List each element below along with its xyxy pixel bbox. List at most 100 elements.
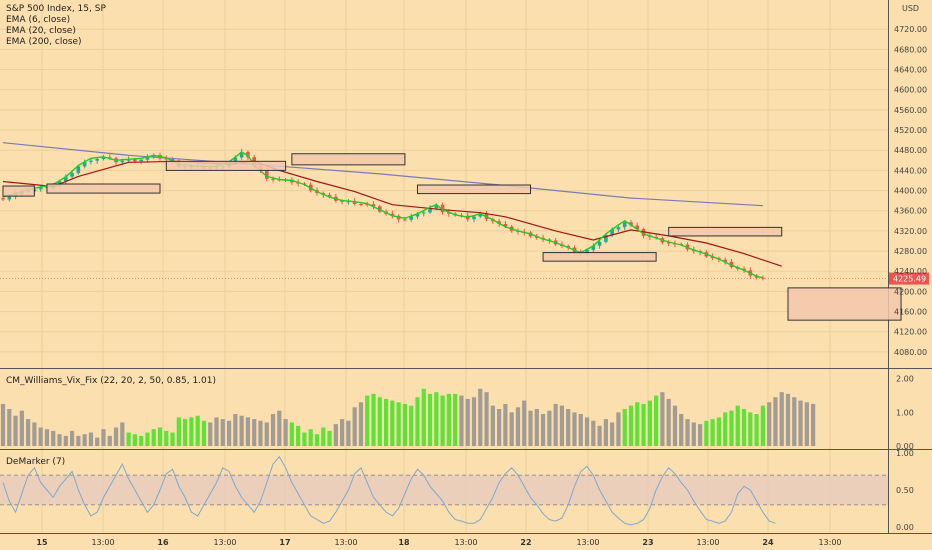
vix-bar — [534, 409, 539, 446]
demarker-line — [2, 455, 776, 526]
vix-bar — [314, 434, 320, 446]
vix-bar — [773, 397, 778, 446]
candle — [133, 159, 137, 162]
vix-bar — [679, 414, 684, 446]
vix-bar — [346, 420, 351, 446]
vix-bar — [82, 434, 87, 446]
vix-bar — [321, 427, 326, 446]
vix-tick-label: 2.00 — [896, 375, 914, 384]
candle — [70, 173, 74, 177]
candle — [233, 157, 238, 164]
candle — [428, 208, 432, 213]
time-tick-label: 22 — [520, 538, 531, 547]
candle — [365, 204, 370, 206]
vix-bar — [804, 402, 809, 446]
demarker-title[interactable]: DeMarker (7) — [6, 457, 66, 467]
vix-bar — [107, 435, 112, 446]
candle — [64, 176, 68, 182]
price-tick-label: 4200.00 — [894, 287, 927, 296]
time-tick-label: 18 — [398, 538, 410, 547]
candle — [271, 178, 275, 180]
price-tick-label: 4600.00 — [894, 86, 927, 95]
candle — [610, 229, 614, 235]
candle — [622, 222, 627, 228]
candle — [95, 158, 99, 161]
zone-box — [668, 226, 783, 237]
vix-bar — [302, 432, 307, 446]
candle — [635, 225, 640, 230]
vix-bar — [779, 392, 784, 446]
vix-bar — [710, 419, 715, 446]
candle — [415, 213, 420, 217]
vix-bar — [19, 410, 24, 446]
ema20-line — [2, 160, 782, 267]
candle — [170, 158, 175, 162]
candle — [352, 201, 357, 205]
price-tick-label: 4480.00 — [894, 146, 927, 155]
candle — [82, 161, 87, 167]
vix-fix-title[interactable]: CM_Williams_Vix_Fix (22, 20, 2, 50, 0.85… — [6, 376, 217, 386]
candle — [264, 170, 269, 179]
vix-bar — [704, 420, 709, 446]
vix-bar — [654, 395, 659, 446]
vix-bar — [95, 437, 100, 446]
candle — [440, 204, 445, 213]
vix-bar — [270, 414, 276, 446]
vix-bar — [164, 430, 169, 446]
vix-bar — [239, 415, 244, 446]
vix-bar — [584, 417, 590, 446]
vix-bar — [446, 393, 451, 446]
vix-bar — [214, 417, 219, 446]
candle — [327, 194, 332, 197]
ema6-legend[interactable]: EMA (6, close) — [6, 15, 71, 25]
vix-bar — [559, 405, 565, 446]
ema200-line — [2, 142, 763, 207]
vix-bar — [597, 425, 602, 446]
vix-bar — [132, 434, 137, 446]
vix-bar — [76, 435, 81, 446]
vix-bar — [792, 397, 797, 446]
price-tick-label: 4160.00 — [894, 308, 927, 317]
candle — [145, 157, 150, 160]
price-tick-label: 4320.00 — [894, 227, 927, 236]
vix-bar — [63, 435, 68, 446]
vix-bar — [798, 400, 803, 446]
ema200-legend[interactable]: EMA (200, close) — [6, 37, 82, 47]
vix-bar — [226, 420, 232, 446]
vix-bar — [26, 419, 31, 446]
vix-bar — [352, 407, 357, 446]
candle — [126, 159, 131, 161]
vix-bar — [515, 407, 521, 446]
vix-bar — [459, 395, 464, 446]
vix-bar — [220, 419, 225, 446]
vix-bar — [151, 429, 156, 446]
zone-box — [291, 153, 406, 166]
demarker-tick-label: 0.50 — [896, 486, 914, 495]
vix-bar — [69, 430, 75, 446]
vix-bar — [183, 419, 188, 446]
vix-bar — [333, 424, 338, 446]
vix-bar — [553, 403, 558, 446]
vix-bar — [672, 405, 678, 446]
price-tick-label: 4560.00 — [894, 106, 927, 115]
zone-box — [2, 185, 35, 197]
candle — [503, 223, 508, 227]
vix-bar — [113, 427, 119, 446]
vix-bar — [503, 403, 508, 446]
candle — [547, 239, 552, 241]
vix-bar — [258, 420, 263, 446]
vix-bar — [289, 422, 294, 446]
candle — [239, 151, 244, 158]
vix-bar — [616, 412, 621, 446]
vix-bar — [145, 432, 150, 446]
symbol-title[interactable]: S&P 500 Index, 15, SP — [6, 4, 106, 14]
candle — [151, 154, 156, 158]
vix-bar — [440, 395, 445, 446]
candle — [604, 234, 608, 242]
candle — [390, 213, 395, 216]
last-price-label: 4225.49 — [893, 275, 926, 284]
vix-bar — [390, 400, 395, 446]
price-tick-label: 4640.00 — [894, 66, 927, 75]
ema20-legend[interactable]: EMA (20, close) — [6, 26, 76, 36]
